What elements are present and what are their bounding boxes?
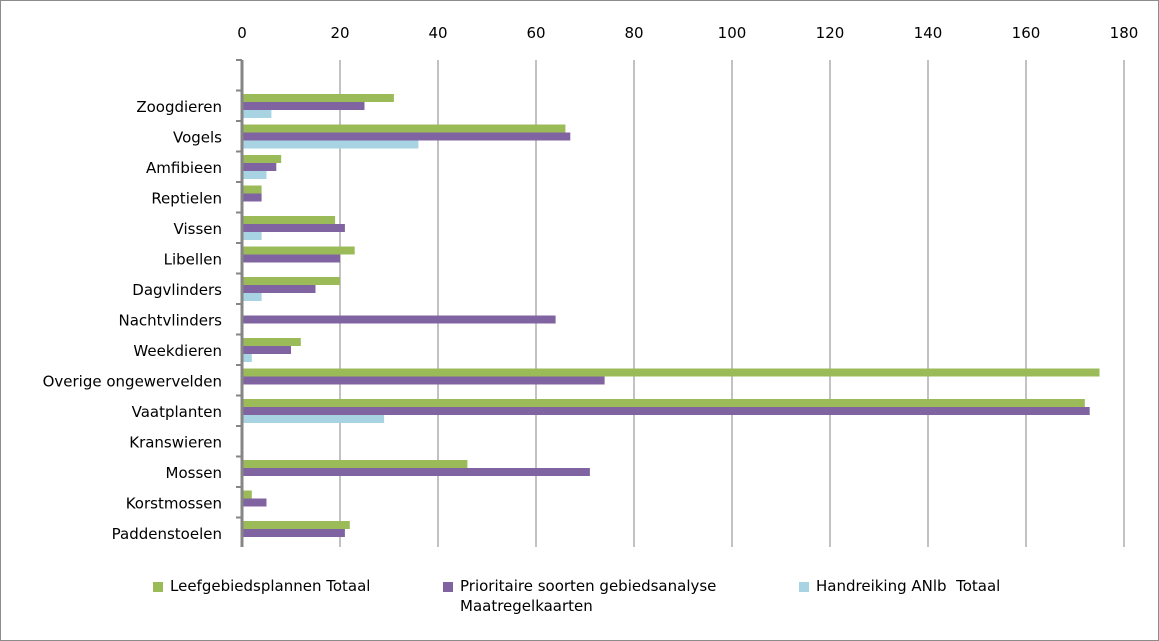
x-tick-label: 140 xyxy=(914,24,943,42)
category-label: Zoogdieren xyxy=(136,98,222,116)
bar xyxy=(242,338,301,346)
y-axis xyxy=(236,59,244,547)
bar xyxy=(242,354,252,362)
bar xyxy=(242,293,262,301)
bar xyxy=(242,124,566,133)
bar xyxy=(242,102,365,110)
legend-item-leefgebiedsplannen: Leefgebiedsplannen Totaal xyxy=(153,576,370,596)
bar xyxy=(242,110,272,118)
legend-label: Leefgebiedsplannen Totaal xyxy=(170,577,371,595)
bar xyxy=(242,132,571,141)
category-label: Reptielen xyxy=(151,190,222,208)
category-label: Dagvlinders xyxy=(132,281,222,299)
bar xyxy=(242,246,355,255)
x-tick-label: 80 xyxy=(624,24,643,42)
bar xyxy=(242,521,350,529)
x-tick-label: 180 xyxy=(1110,24,1139,42)
bar xyxy=(242,490,252,499)
legend-item-handreiking-anlb: Handreiking ANlb Totaal xyxy=(799,576,1000,596)
bar xyxy=(242,193,262,202)
bar xyxy=(242,155,282,163)
bar xyxy=(242,315,556,324)
legend-swatch xyxy=(443,582,453,592)
x-tick-label: 0 xyxy=(237,24,247,42)
bar xyxy=(242,407,1090,415)
bar xyxy=(242,232,262,240)
legend-label: Prioritaire soorten gebiedsanalyse Maatr… xyxy=(460,577,717,615)
bar xyxy=(242,346,291,354)
category-label: Vissen xyxy=(174,220,222,238)
legend-item-prioritaire-soorten: Prioritaire soorten gebiedsanalyse Maatr… xyxy=(443,576,716,616)
bar xyxy=(242,529,345,537)
category-label: Korstmossen xyxy=(126,495,222,513)
category-label: Libellen xyxy=(164,251,222,269)
bars xyxy=(242,94,1100,537)
category-label: Weekdieren xyxy=(133,342,222,360)
category-label: Amfibieen xyxy=(146,159,222,177)
x-axis-ticks: 0 20 40 60 80 100 120 140 160 180 xyxy=(237,24,1138,42)
legend-swatch xyxy=(153,582,163,592)
category-label: Kranswieren xyxy=(129,434,222,452)
x-tick-label: 60 xyxy=(526,24,545,42)
bar xyxy=(242,368,1100,377)
bar xyxy=(242,468,590,476)
legend: Leefgebiedsplannen Totaal Prioritaire so… xyxy=(0,576,1159,636)
bar xyxy=(242,498,267,507)
bar xyxy=(242,140,419,149)
category-label: Paddenstoelen xyxy=(112,525,222,543)
category-label: Overige ongewervelden xyxy=(43,373,222,391)
x-tick-label: 160 xyxy=(1012,24,1041,42)
bar xyxy=(242,399,1085,407)
category-label: Nachtvlinders xyxy=(119,312,223,330)
x-tick-label: 40 xyxy=(428,24,447,42)
bar xyxy=(242,185,262,194)
bar xyxy=(242,460,468,468)
category-labels: Zoogdieren Vogels Amfibieen Reptielen Vissen… xyxy=(43,98,223,543)
bar xyxy=(242,163,277,171)
bar xyxy=(242,254,340,263)
category-label: Mossen xyxy=(166,464,222,482)
legend-label: Handreiking ANlb Totaal xyxy=(816,577,1001,595)
category-label: Vaatplanten xyxy=(132,403,222,421)
bar xyxy=(242,94,394,102)
bar xyxy=(242,224,345,232)
category-label: Vogels xyxy=(173,129,222,147)
x-tick-label: 120 xyxy=(816,24,845,42)
bar xyxy=(242,171,267,179)
bar xyxy=(242,216,336,224)
bar xyxy=(242,277,340,285)
bar xyxy=(242,415,385,423)
bar xyxy=(242,376,605,385)
x-tick-label: 100 xyxy=(718,24,747,42)
bar xyxy=(242,285,316,293)
x-tick-label: 20 xyxy=(330,24,349,42)
legend-swatch xyxy=(799,582,809,592)
